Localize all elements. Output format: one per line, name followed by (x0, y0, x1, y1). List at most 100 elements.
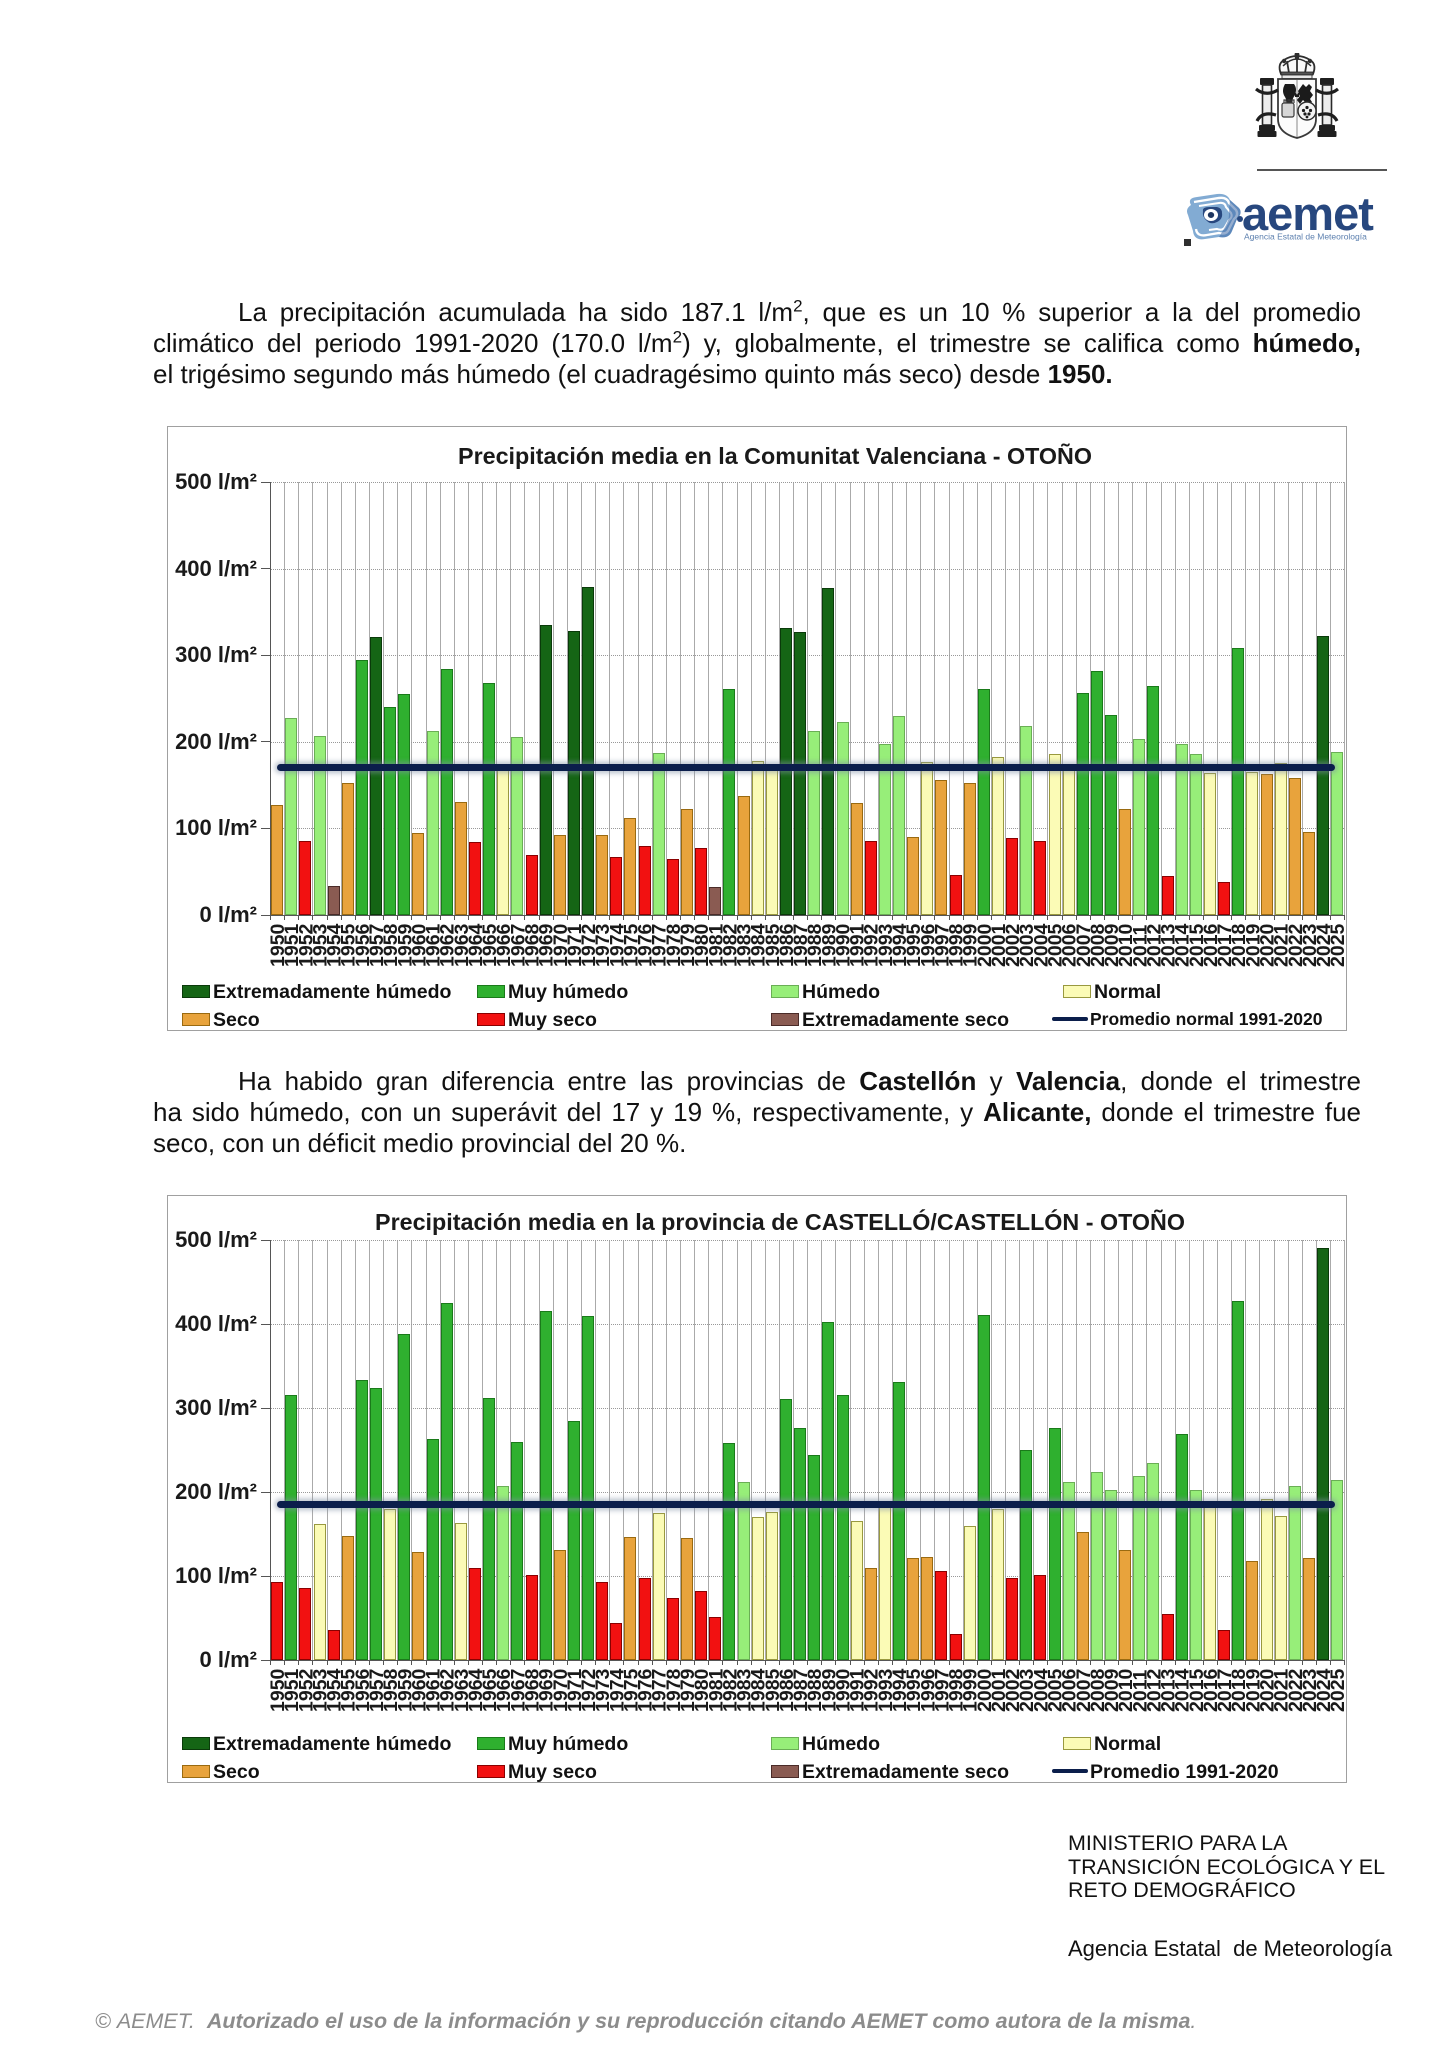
svg-text:1968: 1968 (522, 1668, 544, 1712)
svg-text:1950: 1950 (267, 1668, 289, 1712)
svg-text:1988: 1988 (804, 1668, 826, 1712)
svg-text:2000: 2000 (974, 1668, 996, 1712)
svg-text:1998: 1998 (946, 923, 968, 967)
svg-text:2015: 2015 (1186, 923, 1208, 967)
svg-text:2020: 2020 (1257, 923, 1279, 967)
svg-text:1996: 1996 (917, 923, 939, 967)
svg-text:1990: 1990 (833, 923, 855, 967)
svg-text:1964: 1964 (465, 1668, 487, 1712)
svg-text:1963: 1963 (451, 1668, 473, 1712)
svg-text:1980: 1980 (691, 923, 713, 967)
svg-text:1984: 1984 (748, 923, 770, 967)
svg-text:1963: 1963 (451, 923, 473, 967)
svg-text:1950: 1950 (267, 923, 289, 967)
svg-text:1962: 1962 (437, 1668, 459, 1712)
svg-text:2021: 2021 (1271, 1668, 1293, 1712)
svg-text:1987: 1987 (790, 1669, 812, 1712)
svg-text:1992: 1992 (861, 923, 883, 967)
svg-text:1955: 1955 (338, 1668, 360, 1712)
svg-text:1992: 1992 (861, 1668, 883, 1712)
svg-text:2024: 2024 (1313, 923, 1335, 967)
svg-text:2009: 2009 (1101, 1668, 1123, 1712)
svg-text:1988: 1988 (804, 923, 826, 967)
svg-text:2000: 2000 (974, 923, 996, 967)
svg-text:2019: 2019 (1242, 1668, 1264, 1712)
svg-text:2013: 2013 (1158, 923, 1180, 967)
svg-text:1989: 1989 (818, 1668, 840, 1712)
svg-text:1960: 1960 (408, 1668, 430, 1712)
svg-text:1970: 1970 (550, 1668, 572, 1712)
svg-text:2006: 2006 (1059, 923, 1081, 967)
svg-text:1983: 1983 (734, 923, 756, 967)
svg-text:2016: 2016 (1200, 1668, 1222, 1712)
svg-text:1956: 1956 (352, 1668, 374, 1712)
svg-text:1957: 1957 (366, 924, 388, 967)
svg-text:1956: 1956 (352, 923, 374, 967)
svg-text:2005: 2005 (1045, 923, 1067, 967)
svg-text:2019: 2019 (1242, 923, 1264, 967)
svg-text:Agencia Estatal de Meteorologí: Agencia Estatal de Meteorología (1244, 232, 1367, 242)
svg-text:1978: 1978 (663, 923, 685, 967)
svg-text:2010: 2010 (1115, 923, 1137, 967)
svg-text:1995: 1995 (903, 923, 925, 967)
svg-text:aemet: aemet (1242, 191, 1374, 240)
svg-text:2023: 2023 (1299, 1668, 1321, 1712)
svg-text:1973: 1973 (592, 1668, 614, 1712)
svg-text:1997: 1997 (931, 1669, 953, 1712)
svg-text:1982: 1982 (719, 923, 741, 967)
svg-text:1965: 1965 (479, 923, 501, 967)
svg-text:1957: 1957 (366, 1669, 388, 1712)
svg-text:1994: 1994 (889, 1668, 911, 1712)
svg-text:1979: 1979 (677, 1668, 699, 1712)
svg-text:1958: 1958 (380, 923, 402, 967)
svg-text:2002: 2002 (1002, 923, 1024, 967)
svg-text:1999: 1999 (960, 923, 982, 967)
svg-text:2020: 2020 (1257, 1668, 1279, 1712)
svg-text:2021: 2021 (1271, 923, 1293, 967)
svg-text:1954: 1954 (324, 923, 346, 967)
svg-text:1976: 1976 (635, 1668, 657, 1712)
svg-text:1953: 1953 (310, 923, 332, 967)
svg-text:2018: 2018 (1228, 1668, 1250, 1712)
svg-text:2023: 2023 (1299, 923, 1321, 967)
svg-text:1985: 1985 (762, 1668, 784, 1712)
svg-text:2008: 2008 (1087, 923, 1109, 967)
svg-text:1962: 1962 (437, 923, 459, 967)
svg-text:1976: 1976 (635, 923, 657, 967)
svg-text:1975: 1975 (620, 923, 642, 967)
svg-text:2017: 2017 (1214, 924, 1236, 967)
svg-text:1989: 1989 (818, 923, 840, 967)
svg-text:1997: 1997 (931, 924, 953, 967)
svg-text:2004: 2004 (1030, 1668, 1052, 1712)
svg-text:1980: 1980 (691, 1668, 713, 1712)
svg-text:2010: 2010 (1115, 1668, 1137, 1712)
svg-text:1975: 1975 (620, 1668, 642, 1712)
svg-text:1978: 1978 (663, 1668, 685, 1712)
svg-text:2016: 2016 (1200, 923, 1222, 967)
svg-text:1952: 1952 (295, 1668, 317, 1712)
svg-text:1951: 1951 (281, 1668, 303, 1712)
svg-text:1965: 1965 (479, 1668, 501, 1712)
svg-text:1993: 1993 (875, 923, 897, 967)
svg-text:2006: 2006 (1059, 1668, 1081, 1712)
svg-text:2017: 2017 (1214, 1669, 1236, 1712)
svg-text:1959: 1959 (394, 923, 416, 967)
svg-text:1984: 1984 (748, 1668, 770, 1712)
svg-text:2014: 2014 (1172, 1668, 1194, 1712)
svg-text:1961: 1961 (423, 1668, 445, 1712)
svg-text:1977: 1977 (649, 1669, 671, 1712)
svg-text:1966: 1966 (493, 923, 515, 967)
svg-text:1991: 1991 (847, 1668, 869, 1712)
svg-text:1958: 1958 (380, 1668, 402, 1712)
svg-text:1961: 1961 (423, 923, 445, 967)
svg-text:2011: 2011 (1129, 925, 1151, 967)
svg-text:1971: 1971 (564, 1668, 586, 1712)
svg-text:1955: 1955 (338, 923, 360, 967)
svg-text:1959: 1959 (394, 1668, 416, 1712)
svg-text:1972: 1972 (578, 923, 600, 967)
svg-text:1967: 1967 (507, 1669, 529, 1712)
svg-text:1999: 1999 (960, 1668, 982, 1712)
svg-text:2013: 2013 (1158, 1668, 1180, 1712)
svg-text:1951: 1951 (281, 923, 303, 967)
svg-text:1969: 1969 (536, 1668, 558, 1712)
